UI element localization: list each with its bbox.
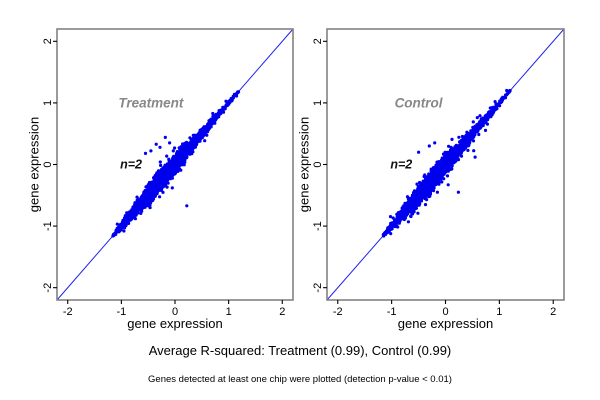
y-tick-label: 2: [312, 38, 324, 44]
data-points: [111, 90, 241, 238]
y-tick-label: -1: [42, 221, 54, 231]
y-tick-label: 0: [42, 161, 54, 167]
x-axis-label: gene expression: [127, 316, 222, 331]
y-tick-label: 2: [42, 38, 54, 44]
x-tick-label: 0: [442, 306, 448, 318]
x-tick-label: -1: [116, 306, 126, 318]
x-tick-label: -2: [333, 306, 343, 318]
caption-average-r-squared: Average R-squared: Treatment (0.99), Con…: [148, 343, 452, 358]
footnote-detection-note: Genes detected at least one chip were pl…: [148, 374, 452, 385]
x-axis-label: gene expression: [398, 316, 493, 331]
x-tick-label: 2: [550, 306, 556, 318]
panel-label-annotation: Treatment: [118, 95, 184, 110]
panel-label-annotation: Control: [395, 95, 443, 110]
n-annotation: n=2: [120, 158, 142, 172]
x-tick-label: -1: [387, 306, 397, 318]
panel-control: -2 -1 0 1 2 -2 -1 0 1 2 gene expression gene expres…: [297, 28, 565, 331]
y-axis-label: gene expression: [297, 117, 312, 212]
y-tick-label: 1: [312, 100, 324, 106]
n-annotation: n=2: [390, 158, 412, 172]
x-tick-label: -2: [63, 306, 73, 318]
y-tick-label: 1: [42, 100, 54, 106]
panel-treatment: -2 -1 0 1 2 -2 -1 0 1 2 gene expression gene expres…: [27, 28, 294, 331]
x-tick-label: 2: [279, 306, 285, 318]
y-axis-label: gene expression: [27, 117, 42, 212]
x-tick-label: 0: [172, 306, 178, 318]
data-points: [381, 88, 512, 238]
x-tick-label: 1: [496, 306, 502, 318]
y-tick-label: 0: [312, 161, 324, 167]
y-tick-label: -1: [312, 221, 324, 231]
y-tick-label: -2: [312, 283, 324, 293]
y-tick-label: -2: [42, 283, 54, 293]
x-tick-label: 1: [226, 306, 232, 318]
